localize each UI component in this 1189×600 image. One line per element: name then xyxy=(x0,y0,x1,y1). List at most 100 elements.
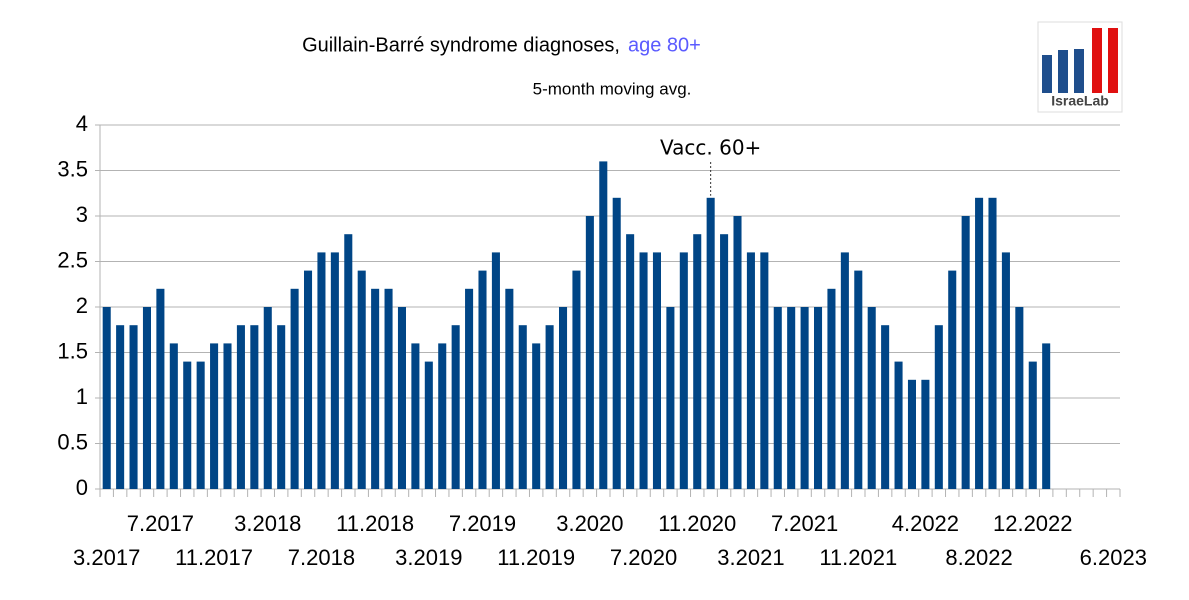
bar xyxy=(907,379,916,489)
bar xyxy=(840,252,849,489)
x-tick-label: 6.2023 xyxy=(1080,545,1147,570)
y-tick-label: 2 xyxy=(76,293,88,318)
bar xyxy=(263,307,272,489)
bar xyxy=(693,234,702,489)
bar xyxy=(787,307,796,489)
bar xyxy=(773,307,782,489)
bar xyxy=(330,252,339,489)
bar xyxy=(317,252,326,489)
logo-text: IsraeLab xyxy=(1051,93,1109,109)
bar xyxy=(371,288,380,489)
bar xyxy=(706,197,715,490)
bar xyxy=(277,325,286,489)
bar xyxy=(1015,307,1024,489)
bar xyxy=(250,325,259,489)
bar xyxy=(183,361,192,489)
bar xyxy=(491,252,500,489)
bar xyxy=(612,197,621,490)
bar xyxy=(438,343,447,489)
y-tick-label: 0 xyxy=(76,475,88,500)
bar xyxy=(881,325,890,489)
bar xyxy=(746,252,755,489)
x-tick-label: 3.2020 xyxy=(556,511,623,536)
bar xyxy=(156,288,165,489)
y-tick-label: 4 xyxy=(76,111,88,136)
annotation: Vacc. 60+ xyxy=(660,136,761,160)
bar xyxy=(733,216,742,489)
bar xyxy=(545,325,554,489)
bar xyxy=(800,307,809,489)
bar xyxy=(988,197,997,490)
chart-subtitle: 5-month moving avg. xyxy=(533,79,692,98)
bar xyxy=(867,307,876,489)
bar xyxy=(357,270,366,489)
bar xyxy=(814,307,823,489)
chart-title: Guillain-Barré syndrome diagnoses, xyxy=(302,34,620,56)
bar xyxy=(1028,361,1037,489)
bar xyxy=(921,379,930,489)
y-tick-label: 3 xyxy=(76,202,88,227)
bar xyxy=(572,270,581,489)
bar xyxy=(223,343,232,489)
y-tick-label: 0.5 xyxy=(57,429,88,454)
x-tick-label: 7.2020 xyxy=(610,545,677,570)
bar xyxy=(639,252,648,489)
x-tick-label: 4.2022 xyxy=(892,511,959,536)
bar xyxy=(760,252,769,489)
bar xyxy=(827,288,836,489)
x-tick-label: 7.2019 xyxy=(449,511,516,536)
logo: IsraeLab xyxy=(1037,21,1123,113)
x-tick-label: 3.2017 xyxy=(73,545,140,570)
y-tick-label: 1 xyxy=(76,384,88,409)
bar xyxy=(975,197,984,490)
bar xyxy=(411,343,420,489)
x-tick-label: 11.2020 xyxy=(658,511,736,536)
bar xyxy=(948,270,957,489)
bar xyxy=(599,161,608,489)
x-tick-label: 7.2017 xyxy=(127,511,194,536)
x-tick-label: 11.2021 xyxy=(819,545,897,570)
bar xyxy=(518,325,527,489)
x-tick-label: 11.2018 xyxy=(336,511,414,536)
x-tick-label: 11.2017 xyxy=(175,545,253,570)
bar xyxy=(465,288,474,489)
bar xyxy=(196,361,205,489)
bar xyxy=(210,343,219,489)
y-tick-label: 1.5 xyxy=(57,338,88,363)
bar xyxy=(344,234,353,489)
bar xyxy=(894,361,903,489)
bar xyxy=(116,325,125,489)
bar xyxy=(505,288,514,489)
bar xyxy=(397,307,406,489)
y-tick-label: 2.5 xyxy=(57,247,88,272)
x-tick-label: 3.2021 xyxy=(717,545,784,570)
bar xyxy=(532,343,541,489)
bar xyxy=(1042,343,1051,489)
x-tick-label: 3.2018 xyxy=(234,511,301,536)
x-tick-label: 11.2019 xyxy=(497,545,575,570)
bar xyxy=(652,252,661,489)
x-tick-label: 3.2019 xyxy=(395,545,462,570)
bar xyxy=(424,361,433,489)
bar xyxy=(129,325,138,489)
bar xyxy=(169,343,178,489)
bar xyxy=(478,270,487,489)
bar xyxy=(934,325,943,489)
x-tick-label: 7.2018 xyxy=(288,545,355,570)
bar xyxy=(626,234,635,489)
x-tick-label: 7.2021 xyxy=(771,511,838,536)
bar xyxy=(1001,252,1010,489)
x-tick-label: 12.2022 xyxy=(993,511,1073,536)
bar xyxy=(666,307,675,489)
bar xyxy=(585,216,594,489)
bar xyxy=(559,307,568,489)
bar xyxy=(304,270,313,489)
bar xyxy=(679,252,688,489)
bar xyxy=(451,325,460,489)
bar xyxy=(102,307,111,489)
bar xyxy=(720,234,729,489)
bar xyxy=(142,307,151,489)
bar xyxy=(384,288,393,489)
bar xyxy=(236,325,245,489)
y-tick-label: 3.5 xyxy=(57,156,88,181)
